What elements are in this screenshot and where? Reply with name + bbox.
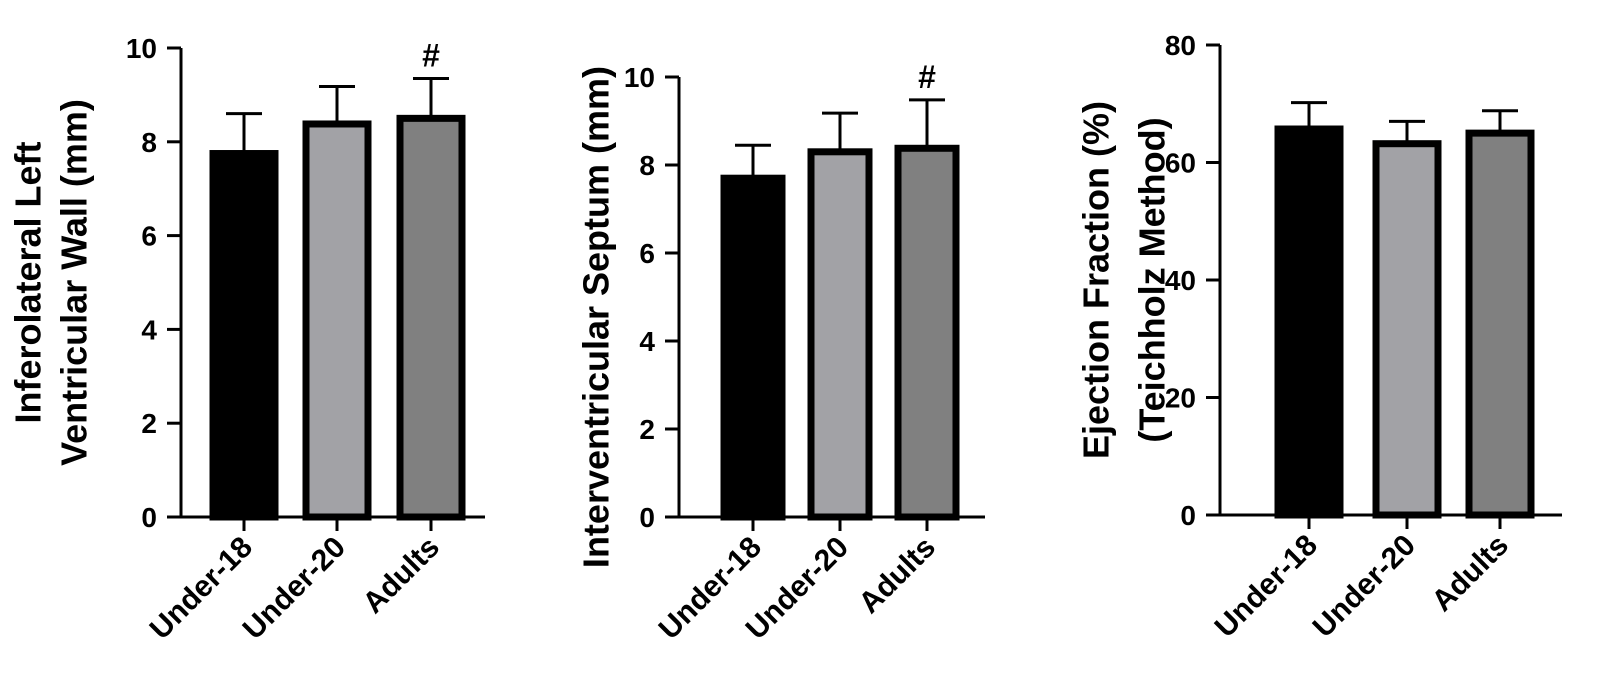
chart-2-y-axis-title-line-0: Ejection Fraction (%) xyxy=(1076,101,1117,459)
chart-0-y-tick-label-2: 4 xyxy=(141,314,157,345)
chart-1-annotation-2: # xyxy=(918,59,936,95)
chart-1-y-tick-label-3: 6 xyxy=(639,238,655,269)
chart-1-y-tick-label-4: 8 xyxy=(639,150,655,181)
chart-2-y-tick-label-4: 80 xyxy=(1165,30,1196,61)
chart-1-y-tick-label-1: 2 xyxy=(639,414,655,445)
chart-2-y-tick-label-0: 0 xyxy=(1180,500,1196,531)
chart-0-y-tick-label-3: 6 xyxy=(141,221,157,252)
chart-0-y-tick-label-4: 8 xyxy=(141,127,157,158)
chart-0-annotation-2: # xyxy=(422,37,440,73)
chart-2-bar-1 xyxy=(1372,140,1442,519)
chart-1-y-tick-label-0: 0 xyxy=(639,502,655,533)
chart-2-y-axis-title-line-1: (Teichholz Method) xyxy=(1132,117,1173,442)
chart-panel-septum: #0246810Under-18Under-20AdultsInterventr… xyxy=(576,59,985,646)
chart-0-bar-2 xyxy=(396,114,466,521)
chart-0-x-tick-label-1: Under-20 xyxy=(237,531,352,646)
chart-0-y-tick-label-1: 2 xyxy=(141,408,157,439)
chart-2-x-tick-label-0: Under-18 xyxy=(1209,529,1324,644)
chart-1-y-tick-label-2: 4 xyxy=(639,326,655,357)
chart-0-y-tick-label-0: 0 xyxy=(141,502,157,533)
chart-1-bar-2 xyxy=(894,144,960,521)
chart-0-y-tick-label-5: 10 xyxy=(126,33,157,64)
chart-0-bar-1 xyxy=(302,120,372,521)
chart-2-y-tick-label-2: 40 xyxy=(1165,265,1196,296)
chart-2-y-tick-label-3: 60 xyxy=(1165,148,1196,179)
chart-2-bar-2 xyxy=(1465,129,1535,519)
chart-2-bar-0 xyxy=(1274,125,1344,519)
chart-1-bar-1 xyxy=(807,148,873,521)
chart-0-y-axis-title-line-0: Inferolateral Left xyxy=(8,141,49,423)
chart-1-y-tick-label-5: 10 xyxy=(624,62,655,93)
chart-2-x-tick-label-2: Adults xyxy=(1426,529,1515,618)
chart-0-y-axis-title-line-1: Ventricular Wall (mm) xyxy=(54,99,95,466)
chart-1-y-axis-title-line-0: Interventricular Septum (mm) xyxy=(576,66,617,568)
chart-2-y-tick-label-1: 20 xyxy=(1165,383,1196,414)
chart-2-x-tick-label-1: Under-20 xyxy=(1307,529,1422,644)
chart-1-x-tick-label-2: Adults xyxy=(853,531,942,620)
chart-1-bar-0 xyxy=(720,174,786,521)
chart-0-x-tick-label-2: Adults xyxy=(357,531,446,620)
chart-0-bar-0 xyxy=(209,150,279,521)
